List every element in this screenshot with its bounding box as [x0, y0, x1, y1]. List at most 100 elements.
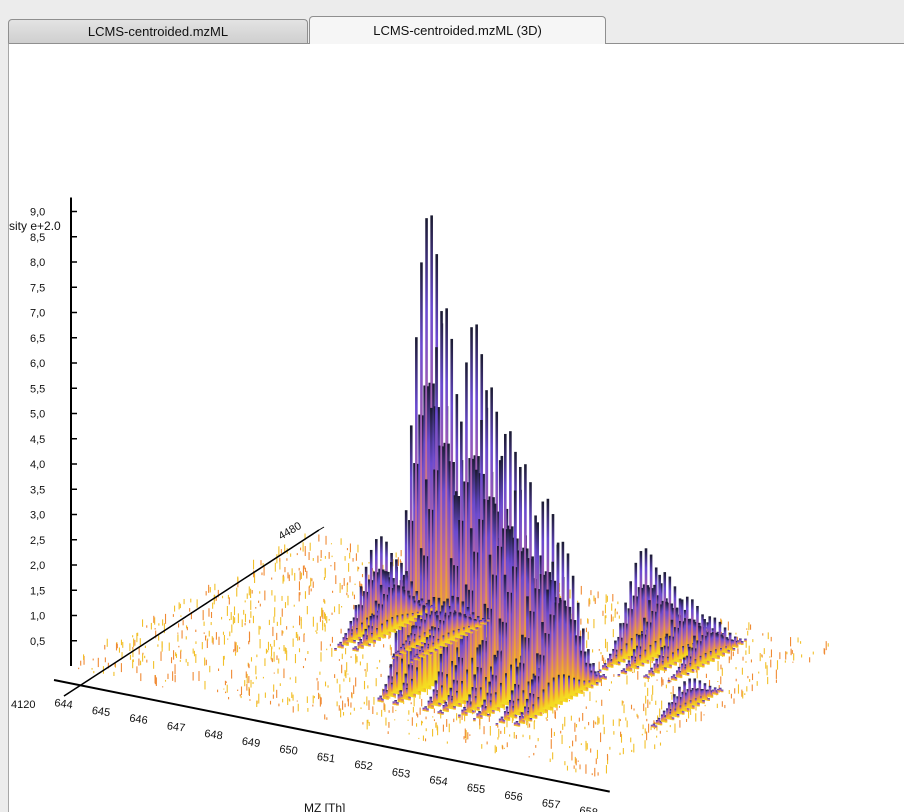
z-tick-label: 4,5 [30, 434, 45, 446]
peak-bar [429, 614, 432, 641]
peak-bar [468, 626, 471, 629]
peak-bar [539, 574, 543, 701]
peak-bar [487, 713, 490, 717]
tab-lcms-3d[interactable]: LCMS-centroided.mzML (3D) [309, 16, 606, 44]
z-tick-label: 3,0 [30, 510, 45, 522]
peak-bar [655, 720, 659, 725]
rt-tick [116, 657, 123, 662]
mz-tick-label: 655 [466, 782, 486, 796]
peak-bar [518, 716, 522, 724]
peak-bar [386, 619, 389, 632]
peak-bar [344, 633, 347, 646]
peak-bar [564, 606, 568, 699]
peak-bar [672, 674, 676, 681]
peak-bar [705, 689, 709, 701]
peak-bar [388, 587, 391, 632]
peak-bar [615, 654, 619, 662]
peak-bar [513, 490, 517, 700]
peak-bar [725, 646, 728, 650]
peak-bar [659, 638, 663, 652]
tab-lcms-2d[interactable]: LCMS-centroided.mzML [8, 19, 308, 43]
peak-bar [432, 642, 435, 649]
peak-bar [599, 675, 602, 683]
peak-bar [390, 682, 394, 694]
peak-bar [590, 682, 594, 689]
z-tick-label: 1,5 [30, 585, 45, 597]
peak-bar [402, 586, 405, 627]
peak-bar [498, 460, 502, 697]
rt-tick [127, 651, 134, 655]
peak-bar [514, 714, 518, 719]
peak-bar [666, 708, 669, 720]
peak-bar [413, 639, 417, 645]
peak-bar [404, 673, 408, 700]
peak-bar [464, 584, 468, 701]
peak-bar [732, 648, 736, 651]
peak-bar [696, 605, 699, 652]
peak-bar [463, 614, 467, 636]
peak-bar [693, 678, 697, 706]
peak-bar [689, 700, 693, 705]
peak-bar [528, 638, 531, 710]
peak-bar [416, 637, 420, 695]
peak-bar [680, 599, 684, 660]
peak-bar [420, 646, 424, 658]
peak-bar [373, 639, 376, 644]
peak-bar [684, 667, 687, 672]
peak-bar [651, 610, 654, 658]
peak-bar [527, 681, 531, 706]
peak-bar [415, 591, 419, 619]
peak-map-3d[interactable]: 9,0 8,5 8,0 7,5 7,0 6,5 6,0 5,5 5,0 4,5 4,0 3,5 3,0 2… [9, 44, 904, 812]
peak-bar [703, 619, 706, 664]
peak-bar [434, 611, 438, 638]
peak-bar [620, 649, 624, 659]
peak-bar [466, 669, 469, 698]
peak-bar [514, 683, 517, 715]
peak-bar [448, 615, 451, 644]
mz-tick-label: 646 [129, 712, 149, 726]
peak-bar [660, 714, 664, 722]
peak-bar [400, 646, 403, 654]
peak-bar [450, 637, 453, 645]
peak-bar [609, 653, 612, 668]
plot-canvas[interactable]: 9,0 8,5 8,0 7,5 7,0 6,5 6,0 5,5 5,0 4,5 4,0 3,5 3,0 2… [8, 43, 904, 812]
peak-bar [438, 445, 441, 680]
peak-bar [490, 387, 493, 687]
peak-bar [406, 575, 410, 689]
mz-tick-label: 644 [54, 697, 74, 711]
rt-tick [159, 630, 165, 635]
peak-bar [576, 602, 580, 694]
peak-bar [643, 617, 646, 663]
peak-bar [549, 614, 553, 707]
peak-bar [470, 629, 473, 634]
peak-bar [405, 571, 408, 624]
peak-bar [473, 674, 476, 711]
peak-bar [502, 528, 505, 694]
peak-bar [354, 605, 358, 640]
peak-bar [441, 685, 444, 700]
peak-bar [699, 696, 703, 700]
peak-bar [480, 714, 483, 720]
peak-bar [517, 550, 520, 697]
peak-bar [369, 549, 373, 632]
peak-bar [653, 663, 657, 673]
peak-bar [716, 633, 720, 656]
peak-bar [654, 725, 658, 729]
peak-bar [441, 712, 444, 715]
peak-bar [452, 630, 456, 638]
peak-bar [417, 601, 420, 619]
peak-bar [639, 654, 642, 663]
peak-bar [670, 619, 674, 665]
peak-bar [516, 666, 519, 715]
peak-bar [359, 638, 362, 649]
peak-bar [415, 645, 419, 649]
peak-bar [430, 700, 434, 706]
peak-bar [423, 606, 427, 613]
peak-bar [675, 670, 679, 678]
peak-bar [485, 640, 489, 705]
peak-bar [694, 659, 698, 666]
peak-bar [417, 656, 421, 661]
z-tick-label: 9,0 [30, 207, 45, 219]
peak-bar [443, 620, 446, 647]
peak-bar [385, 690, 389, 696]
